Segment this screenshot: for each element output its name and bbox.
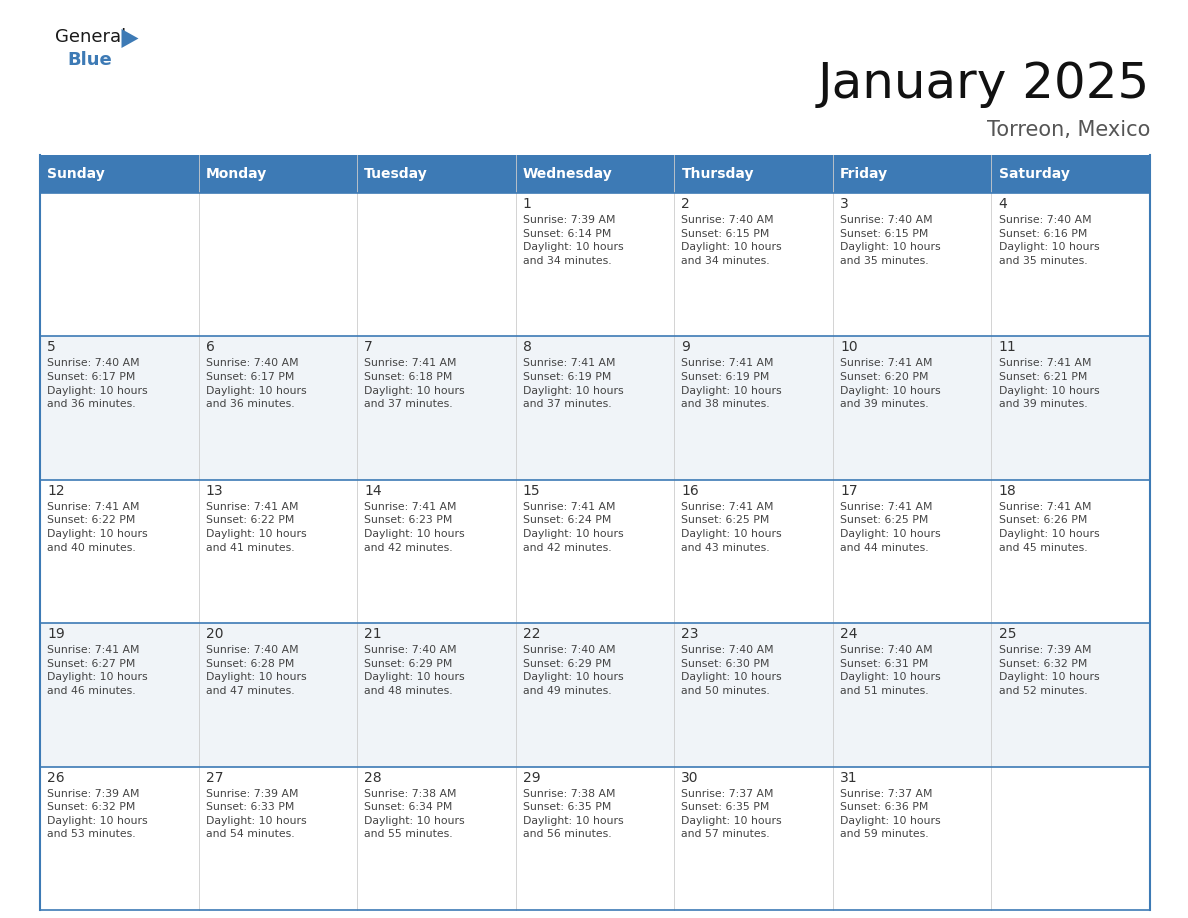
Text: 17: 17 (840, 484, 858, 498)
Text: Sunrise: 7:40 AM
Sunset: 6:31 PM
Daylight: 10 hours
and 51 minutes.: Sunrise: 7:40 AM Sunset: 6:31 PM Dayligh… (840, 645, 941, 696)
Bar (40, 193, 1150, 336)
Text: Sunrise: 7:40 AM
Sunset: 6:30 PM
Daylight: 10 hours
and 50 minutes.: Sunrise: 7:40 AM Sunset: 6:30 PM Dayligh… (682, 645, 782, 696)
Bar (40, 336, 1150, 480)
Bar (358, 155, 516, 193)
Text: 29: 29 (523, 770, 541, 785)
Text: 14: 14 (365, 484, 381, 498)
Text: 2: 2 (682, 197, 690, 211)
Text: 18: 18 (999, 484, 1016, 498)
Text: Sunrise: 7:41 AM
Sunset: 6:19 PM
Daylight: 10 hours
and 38 minutes.: Sunrise: 7:41 AM Sunset: 6:19 PM Dayligh… (682, 358, 782, 409)
Text: Saturday: Saturday (999, 167, 1069, 181)
Text: 7: 7 (365, 341, 373, 354)
Text: Sunrise: 7:40 AM
Sunset: 6:28 PM
Daylight: 10 hours
and 47 minutes.: Sunrise: 7:40 AM Sunset: 6:28 PM Dayligh… (206, 645, 307, 696)
Text: Sunrise: 7:40 AM
Sunset: 6:29 PM
Daylight: 10 hours
and 49 minutes.: Sunrise: 7:40 AM Sunset: 6:29 PM Dayligh… (523, 645, 624, 696)
Text: Sunrise: 7:40 AM
Sunset: 6:15 PM
Daylight: 10 hours
and 34 minutes.: Sunrise: 7:40 AM Sunset: 6:15 PM Dayligh… (682, 215, 782, 266)
Text: 23: 23 (682, 627, 699, 641)
Text: 12: 12 (48, 484, 65, 498)
Text: Sunrise: 7:40 AM
Sunset: 6:17 PM
Daylight: 10 hours
and 36 minutes.: Sunrise: 7:40 AM Sunset: 6:17 PM Dayligh… (48, 358, 147, 409)
Text: Monday: Monday (206, 167, 267, 181)
Text: Torreon, Mexico: Torreon, Mexico (986, 120, 1150, 140)
Text: 9: 9 (682, 341, 690, 354)
Bar (198, 155, 358, 193)
Text: Sunrise: 7:41 AM
Sunset: 6:21 PM
Daylight: 10 hours
and 39 minutes.: Sunrise: 7:41 AM Sunset: 6:21 PM Dayligh… (999, 358, 1099, 409)
Text: Sunrise: 7:41 AM
Sunset: 6:19 PM
Daylight: 10 hours
and 37 minutes.: Sunrise: 7:41 AM Sunset: 6:19 PM Dayligh… (523, 358, 624, 409)
Text: Sunrise: 7:41 AM
Sunset: 6:22 PM
Daylight: 10 hours
and 40 minutes.: Sunrise: 7:41 AM Sunset: 6:22 PM Dayligh… (48, 502, 147, 553)
Bar (40, 623, 1150, 767)
Bar (675, 155, 833, 193)
Text: Sunrise: 7:38 AM
Sunset: 6:35 PM
Daylight: 10 hours
and 56 minutes.: Sunrise: 7:38 AM Sunset: 6:35 PM Dayligh… (523, 789, 624, 839)
Text: Sunrise: 7:39 AM
Sunset: 6:33 PM
Daylight: 10 hours
and 54 minutes.: Sunrise: 7:39 AM Sunset: 6:33 PM Dayligh… (206, 789, 307, 839)
Text: 4: 4 (999, 197, 1007, 211)
Text: Sunrise: 7:40 AM
Sunset: 6:17 PM
Daylight: 10 hours
and 36 minutes.: Sunrise: 7:40 AM Sunset: 6:17 PM Dayligh… (206, 358, 307, 409)
Text: Wednesday: Wednesday (523, 167, 613, 181)
Text: Tuesday: Tuesday (365, 167, 428, 181)
Text: Thursday: Thursday (682, 167, 754, 181)
Text: 20: 20 (206, 627, 223, 641)
Text: Sunrise: 7:40 AM
Sunset: 6:29 PM
Daylight: 10 hours
and 48 minutes.: Sunrise: 7:40 AM Sunset: 6:29 PM Dayligh… (365, 645, 465, 696)
Text: 30: 30 (682, 770, 699, 785)
Text: Sunrise: 7:39 AM
Sunset: 6:14 PM
Daylight: 10 hours
and 34 minutes.: Sunrise: 7:39 AM Sunset: 6:14 PM Dayligh… (523, 215, 624, 266)
Text: 8: 8 (523, 341, 532, 354)
Text: Sunrise: 7:37 AM
Sunset: 6:36 PM
Daylight: 10 hours
and 59 minutes.: Sunrise: 7:37 AM Sunset: 6:36 PM Dayligh… (840, 789, 941, 839)
Text: Sunrise: 7:41 AM
Sunset: 6:20 PM
Daylight: 10 hours
and 39 minutes.: Sunrise: 7:41 AM Sunset: 6:20 PM Dayligh… (840, 358, 941, 409)
Text: Sunrise: 7:40 AM
Sunset: 6:15 PM
Daylight: 10 hours
and 35 minutes.: Sunrise: 7:40 AM Sunset: 6:15 PM Dayligh… (840, 215, 941, 266)
Text: Sunrise: 7:41 AM
Sunset: 6:27 PM
Daylight: 10 hours
and 46 minutes.: Sunrise: 7:41 AM Sunset: 6:27 PM Dayligh… (48, 645, 147, 696)
Bar (40, 480, 1150, 623)
Text: 21: 21 (365, 627, 381, 641)
Bar (40, 767, 1150, 910)
Text: 19: 19 (48, 627, 65, 641)
Text: Sunrise: 7:41 AM
Sunset: 6:22 PM
Daylight: 10 hours
and 41 minutes.: Sunrise: 7:41 AM Sunset: 6:22 PM Dayligh… (206, 502, 307, 553)
Text: Sunrise: 7:41 AM
Sunset: 6:26 PM
Daylight: 10 hours
and 45 minutes.: Sunrise: 7:41 AM Sunset: 6:26 PM Dayligh… (999, 502, 1099, 553)
Text: 31: 31 (840, 770, 858, 785)
Bar (833, 155, 992, 193)
Text: 27: 27 (206, 770, 223, 785)
Text: Sunday: Sunday (48, 167, 105, 181)
Polygon shape (121, 29, 139, 48)
Text: 3: 3 (840, 197, 848, 211)
Bar (992, 155, 1150, 193)
Text: Sunrise: 7:41 AM
Sunset: 6:25 PM
Daylight: 10 hours
and 43 minutes.: Sunrise: 7:41 AM Sunset: 6:25 PM Dayligh… (682, 502, 782, 553)
Text: Sunrise: 7:41 AM
Sunset: 6:24 PM
Daylight: 10 hours
and 42 minutes.: Sunrise: 7:41 AM Sunset: 6:24 PM Dayligh… (523, 502, 624, 553)
Text: Sunrise: 7:38 AM
Sunset: 6:34 PM
Daylight: 10 hours
and 55 minutes.: Sunrise: 7:38 AM Sunset: 6:34 PM Dayligh… (365, 789, 465, 839)
Text: Sunrise: 7:39 AM
Sunset: 6:32 PM
Daylight: 10 hours
and 53 minutes.: Sunrise: 7:39 AM Sunset: 6:32 PM Dayligh… (48, 789, 147, 839)
Text: 22: 22 (523, 627, 541, 641)
Text: 15: 15 (523, 484, 541, 498)
Text: 28: 28 (365, 770, 381, 785)
Text: 13: 13 (206, 484, 223, 498)
Text: 16: 16 (682, 484, 700, 498)
Text: 26: 26 (48, 770, 65, 785)
Text: 5: 5 (48, 341, 56, 354)
Text: Sunrise: 7:40 AM
Sunset: 6:16 PM
Daylight: 10 hours
and 35 minutes.: Sunrise: 7:40 AM Sunset: 6:16 PM Dayligh… (999, 215, 1099, 266)
Text: 6: 6 (206, 341, 215, 354)
Text: 11: 11 (999, 341, 1016, 354)
Text: Sunrise: 7:39 AM
Sunset: 6:32 PM
Daylight: 10 hours
and 52 minutes.: Sunrise: 7:39 AM Sunset: 6:32 PM Dayligh… (999, 645, 1099, 696)
Bar (40, 155, 198, 193)
Text: January 2025: January 2025 (817, 60, 1150, 108)
Text: Sunrise: 7:41 AM
Sunset: 6:18 PM
Daylight: 10 hours
and 37 minutes.: Sunrise: 7:41 AM Sunset: 6:18 PM Dayligh… (365, 358, 465, 409)
Text: 10: 10 (840, 341, 858, 354)
Text: Sunrise: 7:41 AM
Sunset: 6:25 PM
Daylight: 10 hours
and 44 minutes.: Sunrise: 7:41 AM Sunset: 6:25 PM Dayligh… (840, 502, 941, 553)
Text: 1: 1 (523, 197, 532, 211)
Text: Sunrise: 7:37 AM
Sunset: 6:35 PM
Daylight: 10 hours
and 57 minutes.: Sunrise: 7:37 AM Sunset: 6:35 PM Dayligh… (682, 789, 782, 839)
Text: Friday: Friday (840, 167, 889, 181)
Text: 24: 24 (840, 627, 858, 641)
Text: Blue: Blue (67, 51, 112, 69)
Text: General: General (55, 28, 126, 46)
Text: 25: 25 (999, 627, 1016, 641)
Bar (516, 155, 675, 193)
Text: Sunrise: 7:41 AM
Sunset: 6:23 PM
Daylight: 10 hours
and 42 minutes.: Sunrise: 7:41 AM Sunset: 6:23 PM Dayligh… (365, 502, 465, 553)
